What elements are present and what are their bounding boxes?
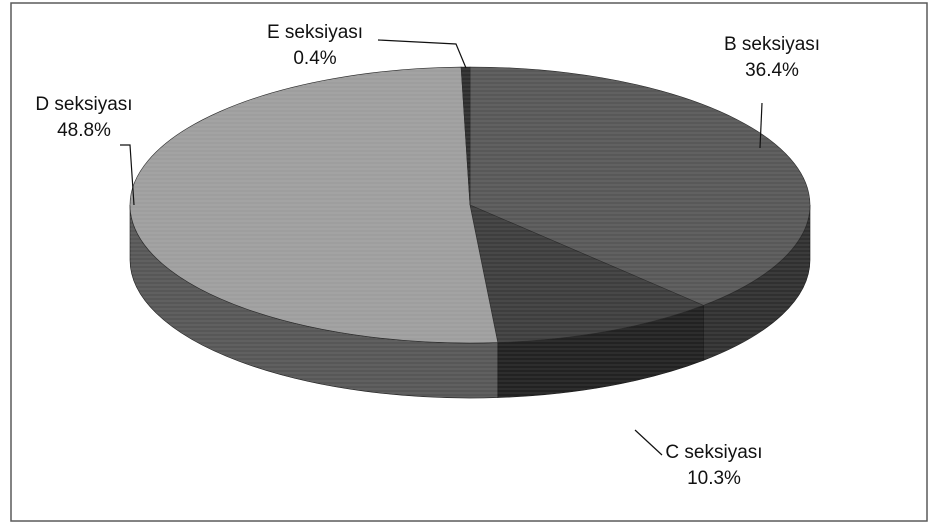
slice-percent-2: 48.8% bbox=[57, 120, 111, 141]
pie-top-slices bbox=[129, 66, 811, 344]
leader-line-3 bbox=[377, 39, 467, 69]
pie-slice-texture-2 bbox=[129, 67, 498, 344]
leader-lines bbox=[120, 39, 763, 456]
pie-side-texture-1 bbox=[497, 305, 704, 398]
slice-percent-1: 10.3% bbox=[687, 468, 741, 489]
leader-line-0 bbox=[759, 102, 763, 149]
slice-label-3: E seksiyası bbox=[267, 22, 363, 43]
pie-slice-texture-0 bbox=[470, 67, 811, 306]
data-labels: B seksiyası 36.4% C seksiyası 10.3% D seksiy… bbox=[35, 22, 820, 489]
slice-percent-3: 0.4% bbox=[293, 48, 336, 69]
leader-line-2 bbox=[120, 144, 135, 206]
pie-slice-texture-1 bbox=[470, 205, 704, 343]
slice-label-2: D seksiyası bbox=[35, 94, 132, 115]
pie-side-texture-0 bbox=[703, 205, 810, 361]
pie-slice-texture-3 bbox=[461, 67, 470, 205]
slice-percent-0: 36.4% bbox=[745, 60, 799, 81]
slice-label-1: C seksiyası bbox=[665, 442, 762, 463]
slice-label-0: B seksiyası bbox=[724, 34, 820, 55]
pie-side-texture-2 bbox=[129, 205, 498, 399]
leader-line-1 bbox=[634, 429, 663, 456]
